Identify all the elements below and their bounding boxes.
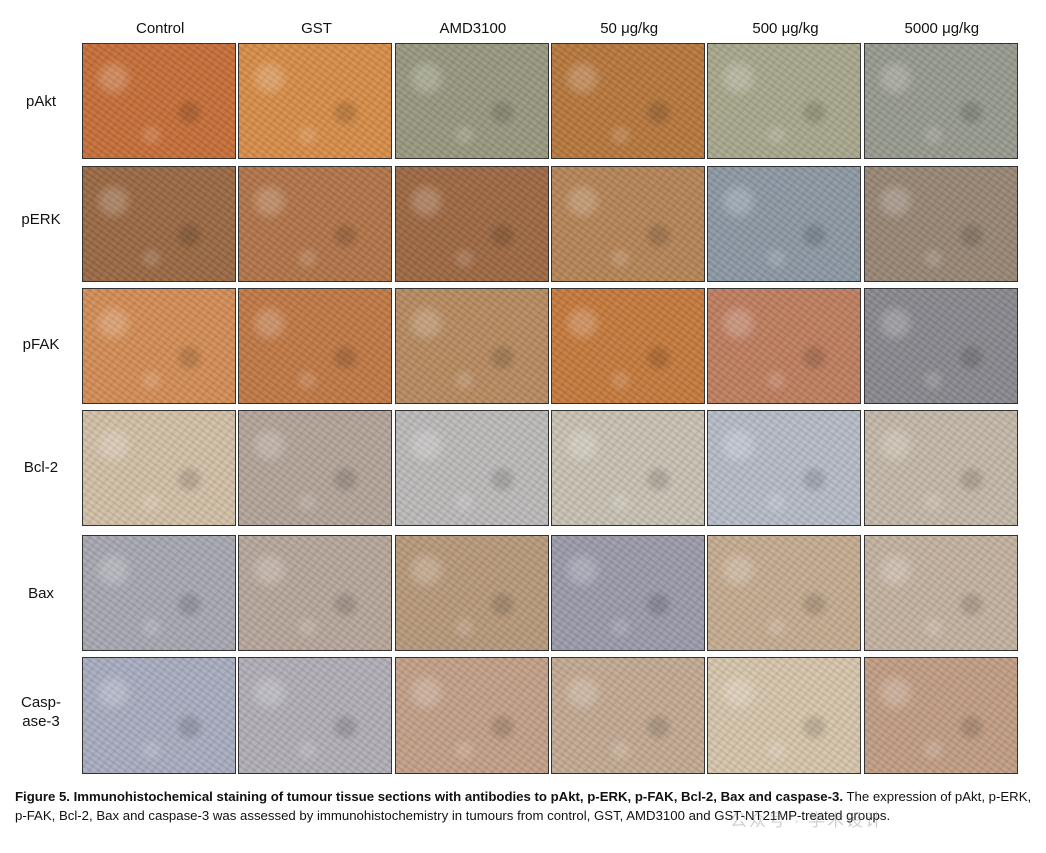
- micrograph-2-1: [238, 288, 392, 404]
- micrograph-1-4: [707, 166, 861, 282]
- col-header-50: 50 μg/kg: [600, 20, 659, 37]
- figure-caption: Figure 5. Immunohistochemical staining o…: [15, 787, 1035, 825]
- col-header-500: 500 μg/kg: [752, 20, 819, 37]
- col-header-5000: 5000 μg/kg: [904, 20, 980, 37]
- micrograph-2-4: [707, 288, 861, 404]
- micrograph-2-0: [82, 288, 236, 404]
- col-header-control: Control: [135, 20, 185, 37]
- micrograph-4-4: [707, 535, 861, 651]
- micrograph-1-0: [82, 166, 236, 282]
- micrograph-1-3: [551, 166, 705, 282]
- watermark: 公众号 · 学术设计: [730, 811, 885, 830]
- row-label-perk: pERK: [21, 211, 61, 228]
- micrograph-2-5: [864, 288, 1018, 404]
- micrograph-0-0: [82, 43, 236, 159]
- column-headers: Control GST AMD3100 50 μg/kg 500 μg/kg 5…: [82, 18, 1020, 40]
- micrograph-2-3: [551, 288, 705, 404]
- micrograph-5-4: [707, 657, 861, 774]
- micrograph-0-4: [707, 43, 861, 159]
- micrograph-3-1: [238, 410, 392, 526]
- micrograph-5-5: [864, 657, 1018, 774]
- micrograph-3-2: [395, 410, 549, 526]
- micrograph-1-1: [238, 166, 392, 282]
- micrograph-0-1: [238, 43, 392, 159]
- row-label-bax: Bax: [28, 585, 54, 602]
- micrograph-5-2: [395, 657, 549, 774]
- micrograph-0-2: [395, 43, 549, 159]
- micrograph-3-0: [82, 410, 236, 526]
- micrograph-2-2: [395, 288, 549, 404]
- micrograph-4-2: [395, 535, 549, 651]
- micrograph-0-3: [551, 43, 705, 159]
- micrograph-4-0: [82, 535, 236, 651]
- micrograph-5-1: [238, 657, 392, 774]
- micrograph-3-5: [864, 410, 1018, 526]
- micrograph-1-5: [864, 166, 1018, 282]
- row-label-pakt: pAkt: [25, 93, 56, 110]
- micrograph-1-2: [395, 166, 549, 282]
- micrograph-4-5: [864, 535, 1018, 651]
- micrograph-3-4: [707, 410, 861, 526]
- micrograph-3-3: [551, 410, 705, 526]
- micrograph-5-0: [82, 657, 236, 774]
- micrograph-5-3: [551, 657, 705, 774]
- row-label-caspase3: Casp- ase-3: [20, 694, 61, 730]
- micrograph-4-3: [551, 535, 705, 651]
- caption-bold: Figure 5. Immunohistochemical staining o…: [15, 789, 844, 804]
- micrograph-0-5: [864, 43, 1018, 159]
- caption-text: The expression of pAkt, p-ERK, p-FAK, Bc…: [15, 789, 1032, 823]
- col-header-gst: GST: [301, 20, 332, 37]
- micrograph-4-1: [238, 535, 392, 651]
- col-header-amd3100: AMD3100: [439, 20, 507, 37]
- row-label-pfak: pFAK: [22, 336, 60, 353]
- row-label-bcl2: Bcl-2: [23, 459, 59, 476]
